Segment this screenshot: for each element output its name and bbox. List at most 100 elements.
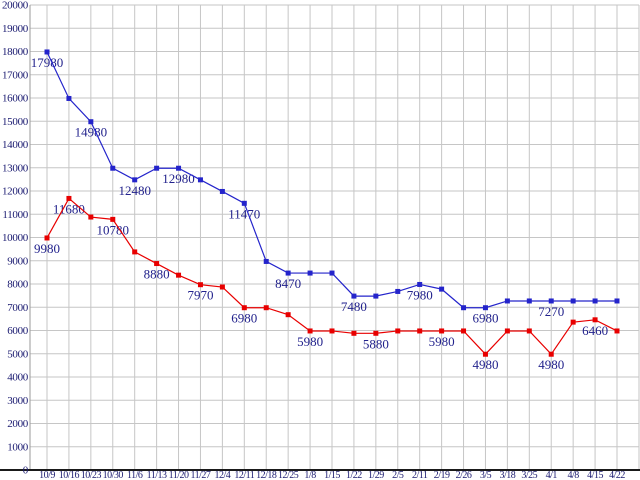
series-blue-marker — [373, 293, 379, 299]
series-blue-marker — [548, 298, 554, 304]
series-blue-marker — [197, 177, 203, 183]
x-tick-label: 4/8 — [568, 470, 580, 480]
x-tick-label: 12/4 — [214, 470, 230, 480]
series-blue-marker — [351, 293, 357, 299]
series-blue-marker — [219, 188, 225, 194]
x-tick-label: 10/30 — [103, 470, 124, 480]
x-tick-label: 10/9 — [39, 470, 55, 480]
series-red-point-label: 6460 — [582, 323, 608, 338]
series-blue-point-label: 12980 — [162, 171, 195, 186]
series-red-marker — [417, 328, 423, 334]
series-red-point-label: 11680 — [53, 201, 85, 216]
series-red-marker — [526, 328, 532, 334]
series-blue-marker — [176, 165, 182, 171]
y-tick-label: 17000 — [2, 69, 29, 81]
series-red-point-label: 8880 — [144, 267, 170, 282]
series-blue-point-label: 14980 — [75, 125, 108, 140]
series-red-marker — [66, 195, 72, 201]
x-tick-label: 1/8 — [304, 470, 316, 480]
series-red-marker — [241, 305, 247, 311]
series-red-marker — [395, 328, 401, 334]
series-red-marker — [570, 319, 576, 325]
series-blue-marker — [504, 298, 510, 304]
x-tick-label: 2/26 — [456, 470, 472, 480]
x-tick-label: 3/5 — [480, 470, 492, 480]
x-tick-label: 2/5 — [392, 470, 404, 480]
y-tick-label: 1000 — [7, 441, 29, 453]
series-red-marker — [154, 261, 160, 267]
y-tick-label: 11000 — [2, 209, 28, 221]
series-red-point-label: 7970 — [187, 288, 213, 303]
series-blue-marker — [154, 165, 160, 171]
series-red-point-label: 5880 — [363, 336, 389, 351]
series-red-point-label: 6980 — [231, 311, 257, 326]
series-red-marker — [44, 235, 50, 241]
x-tick-label: 4/15 — [587, 470, 603, 480]
x-tick-label: 12/18 — [256, 470, 277, 480]
series-blue-marker — [417, 281, 423, 287]
series-blue-marker — [307, 270, 313, 276]
y-tick-label: 14000 — [2, 139, 29, 151]
series-blue-point-label: 7480 — [341, 299, 367, 314]
series-blue-marker — [44, 49, 50, 55]
series-red-point-label: 9980 — [34, 241, 60, 256]
series-blue-point-label: 6980 — [472, 311, 498, 326]
x-tick-label: 11/13 — [147, 470, 167, 480]
series-blue-marker — [132, 177, 138, 183]
series-red-point-label: 4980 — [538, 357, 564, 372]
y-tick-label: 8000 — [7, 279, 29, 291]
y-tick-label: 4000 — [7, 372, 29, 384]
x-tick-label: 3/18 — [499, 470, 515, 480]
series-red-point-label: 4980 — [472, 357, 498, 372]
x-tick-label: 11/20 — [169, 470, 189, 480]
y-tick-label: 10000 — [2, 232, 29, 244]
series-blue-marker — [482, 305, 488, 311]
x-tick-label: 10/16 — [59, 470, 80, 480]
series-red-point-label: 5980 — [297, 334, 323, 349]
y-tick-label: 15000 — [2, 116, 29, 128]
y-tick-label: 12000 — [2, 186, 29, 198]
y-tick-label: 18000 — [2, 46, 29, 58]
series-blue-point-label: 8470 — [275, 276, 301, 291]
y-tick-label: 0 — [23, 465, 29, 477]
series-blue-point-label: 7980 — [407, 287, 433, 302]
x-tick-label: 4/1 — [546, 470, 558, 480]
series-red-point-label: 10780 — [97, 222, 130, 237]
series-red-marker — [132, 249, 138, 255]
y-tick-label: 2000 — [7, 418, 29, 430]
series-red-marker — [373, 330, 379, 336]
series-red-marker — [504, 328, 510, 334]
y-tick-label: 9000 — [7, 255, 29, 267]
series-red-marker — [439, 328, 445, 334]
series-red-marker — [88, 214, 94, 220]
y-tick-label: 19000 — [2, 23, 29, 35]
series-red-marker — [307, 328, 313, 334]
series-blue-marker — [241, 200, 247, 206]
y-tick-label: 7000 — [7, 302, 29, 314]
x-tick-label: 2/11 — [412, 470, 428, 480]
x-tick-label: 2/19 — [434, 470, 450, 480]
series-red-marker — [285, 312, 291, 318]
series-blue-marker — [110, 165, 116, 171]
series-red-marker — [592, 317, 598, 323]
series-red-marker — [482, 351, 488, 357]
series-red-marker — [176, 272, 182, 278]
series-blue-marker — [88, 119, 94, 125]
series-blue-marker — [329, 270, 335, 276]
series-red-marker — [351, 330, 357, 336]
series-blue-point-label: 12480 — [118, 183, 151, 198]
x-tick-label: 3/25 — [521, 470, 537, 480]
series-blue-marker — [570, 298, 576, 304]
series-red-marker — [461, 328, 467, 334]
x-tick-label: 12/25 — [278, 470, 299, 480]
series-blue-marker — [395, 288, 401, 294]
series-blue-marker — [263, 258, 269, 264]
series-red-point-label: 5980 — [429, 334, 455, 349]
x-tick-label: 1/29 — [368, 470, 384, 480]
series-blue-marker — [66, 95, 72, 101]
y-tick-label: 3000 — [7, 395, 29, 407]
series-blue-point-label: 17980 — [31, 55, 64, 70]
y-tick-label: 6000 — [7, 325, 29, 337]
